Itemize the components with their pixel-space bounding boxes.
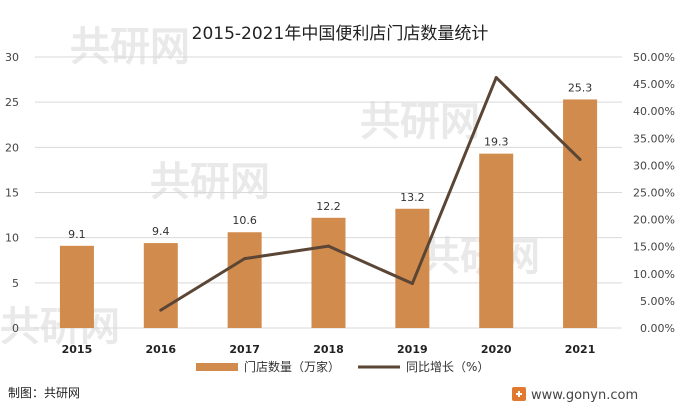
bar-value-label: 25.3 (568, 81, 593, 94)
y-right-tick-label: 40.00% (633, 105, 675, 118)
y-left-tick-label: 5 (12, 277, 19, 290)
y-axis-left: 0 5 10 15 20 25 30 (5, 51, 19, 335)
y-right-tick-label: 45.00% (633, 78, 675, 91)
x-tick-label: 2020 (481, 343, 512, 356)
x-tick-label: 2016 (145, 343, 176, 356)
legend-line-label: 同比增长（%） (406, 360, 489, 374)
x-tick-label: 2018 (313, 343, 344, 356)
logo-mark (516, 391, 522, 397)
legend: 门店数量（万家） 同比增长（%） (196, 359, 489, 374)
line-point (494, 76, 498, 80)
bar (479, 153, 514, 328)
bar (59, 245, 94, 328)
watermark: 共研网 (360, 99, 480, 145)
line-point (159, 308, 163, 312)
y-right-tick-label: 15.00% (633, 241, 675, 254)
y-right-tick-label: 30.00% (633, 159, 675, 172)
line-point (578, 157, 582, 161)
gonyn-logo-icon (512, 387, 526, 401)
bar (563, 99, 598, 328)
x-axis: 2015 2016 2017 2018 2019 2020 2021 (62, 343, 596, 356)
x-tick-label: 2021 (565, 343, 596, 356)
line-point (327, 244, 330, 248)
y-left-tick-label: 30 (5, 51, 19, 64)
y-axis-right: 0.00% 5.00% 10.00% 15.00% 20.00% 25.00% 30.00%… (633, 51, 675, 335)
bar-value-label: 19.3 (484, 136, 509, 149)
y-left-tick-label: 10 (5, 232, 19, 245)
line-point (243, 257, 247, 261)
y-left-tick-label: 15 (5, 187, 19, 200)
bar (227, 232, 262, 328)
bar-data-labels: 9.1 9.4 10.6 12.2 13.2 19.3 25.3 (68, 81, 592, 240)
watermark: 共研网 (70, 24, 190, 70)
y-left-tick-label: 25 (5, 96, 19, 109)
x-tick-label: 2019 (397, 343, 428, 356)
y-right-tick-label: 35.00% (633, 132, 675, 145)
y-right-tick-label: 20.00% (633, 214, 675, 227)
website-text: www.gonyn.com (531, 388, 638, 403)
chart-title: 2015-2021年中国便利店门店数量统计 (192, 24, 489, 44)
growth-line (160, 76, 582, 312)
y-left-tick-label: 20 (5, 141, 19, 154)
bar-value-label: 9.1 (68, 228, 86, 241)
x-tick-label: 2015 (62, 343, 93, 356)
source-text: 制图：共研网 (8, 386, 80, 400)
y-right-tick-label: 50.00% (633, 51, 675, 64)
y-right-tick-label: 0.00% (640, 322, 675, 335)
bar (395, 208, 430, 328)
watermark: 共研网 (150, 159, 270, 205)
line-series (159, 76, 582, 312)
bar (143, 243, 178, 328)
x-tick-label: 2017 (229, 343, 260, 356)
bar-value-label: 10.6 (232, 214, 257, 227)
y-right-tick-label: 25.00% (633, 187, 675, 200)
bar-series (59, 99, 598, 328)
legend-bar-label: 门店数量（万家） (244, 359, 340, 374)
bar-value-label: 9.4 (152, 225, 170, 238)
y-right-tick-label: 10.00% (633, 268, 675, 281)
y-right-tick-label: 5.00% (640, 295, 675, 308)
bar-value-label: 13.2 (400, 191, 425, 204)
line-point (410, 282, 414, 286)
bar-value-label: 12.2 (316, 200, 341, 213)
bar (311, 217, 346, 328)
legend-bar-swatch (196, 363, 238, 371)
y-left-tick-label: 0 (12, 322, 19, 335)
